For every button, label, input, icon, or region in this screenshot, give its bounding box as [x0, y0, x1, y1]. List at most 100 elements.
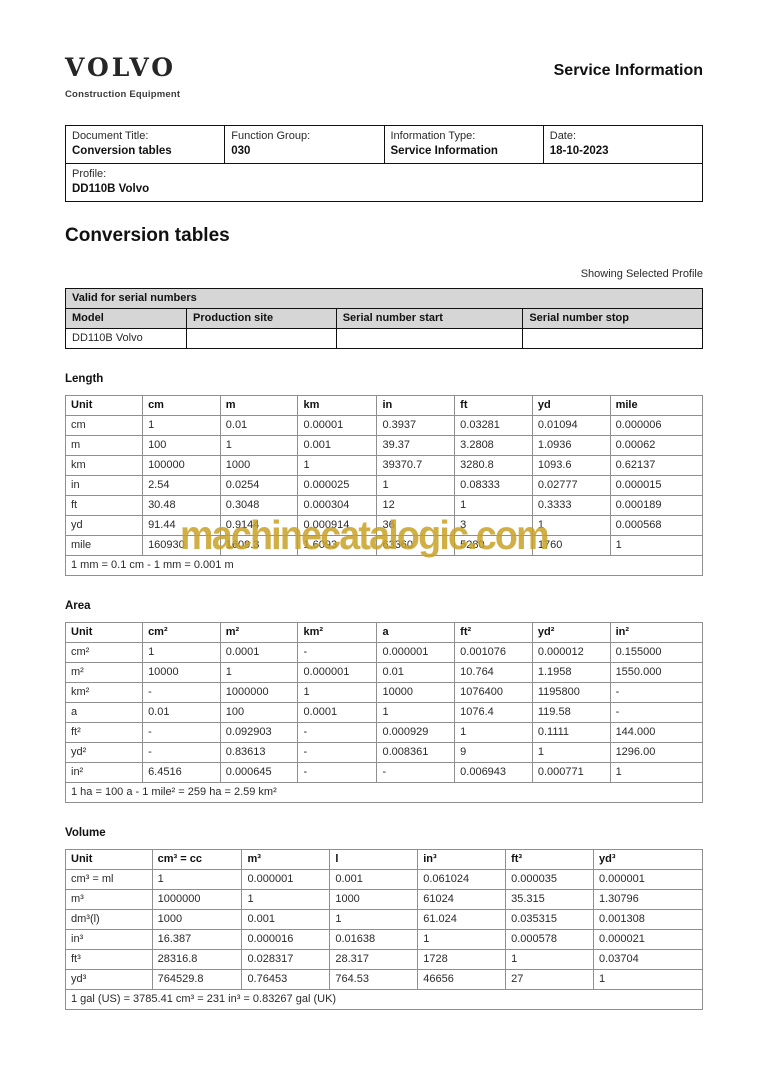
table-cell: 1 [531, 742, 611, 763]
conversion-section: Length Unit cm m km in ft yd mile cm 1 0.01 0.0000… [64, 373, 704, 576]
table-cell: 0.03281 [454, 415, 533, 436]
table-header-cell: km [297, 395, 378, 416]
table-row: DD110B Volvo [64, 328, 703, 349]
table-cell: 28316.8 [151, 949, 243, 970]
table-cell: cm [64, 415, 144, 436]
table-cell: 0.000035 [505, 869, 594, 890]
table-header-cell: l [329, 849, 419, 870]
table-cell: 0.035315 [505, 909, 594, 930]
table-header-cell: m [219, 395, 299, 416]
table-cell: 0.000021 [593, 929, 703, 950]
footnote-cell: 1 gal (US) = 3785.41 cm³ = 231 in³ = 0.8… [65, 989, 703, 1010]
table-row: km² -1000000 1 10000 1076400 1195800- [64, 682, 704, 703]
section-title: Volume [65, 827, 106, 839]
table-cell: 0.000645 [219, 762, 299, 783]
section-title: Length [65, 373, 104, 385]
field-label: Document Title: [72, 130, 149, 142]
table-cell: 46656 [417, 969, 507, 990]
table-row: yd³ 764529.8 0.76453 764.53 46656 27 1 [65, 969, 703, 990]
table-row: dm³(l) 1000 0.001 1 61.024 0.035315 0.001308 [65, 909, 703, 930]
table-cell: 1 [241, 889, 331, 910]
table-cell: 0.001 [329, 869, 419, 890]
table-cell: 0.01 [219, 415, 299, 436]
profile-note: Showing Selected Profile [580, 268, 703, 280]
table-cell: km [64, 455, 144, 476]
table-cell: 0.000001 [376, 642, 456, 663]
table-cell: 1.30796 [593, 889, 703, 910]
table-cell: m² [64, 662, 144, 683]
table-cell: 100000 [142, 455, 221, 476]
production-site-cell [186, 328, 337, 349]
table-cell: 100 [142, 435, 221, 456]
table-header-cell: cm³ = cc [151, 849, 243, 870]
table-cell: 0.092903 [219, 722, 299, 743]
table-cell: a [64, 702, 144, 723]
table-cell: in² [64, 762, 144, 783]
table-cell: - [297, 762, 378, 783]
brand-subtitle: Construction Equipment [65, 89, 181, 100]
table-cell: 0.000025 [297, 475, 378, 496]
table-header-cell: yd³ [593, 849, 703, 870]
field-value: 030 [231, 145, 251, 157]
table-cell: 1 [297, 682, 378, 703]
table-header-cell: ft [454, 395, 533, 416]
table-cell: m [64, 435, 144, 456]
table-header-cell: yd² [531, 622, 611, 643]
table-row: Valid for serial numbers [65, 288, 703, 309]
table-cell: 0.000015 [609, 475, 704, 496]
conversion-section: Area Unit cm² m² km² a ft² yd² in² cm² 1 0.0001-0… [64, 600, 704, 803]
column-header-serial-stop: Serial number stop [522, 308, 703, 329]
table-cell: ft³ [65, 949, 153, 970]
table-row: cm² 1 0.0001-0.000001 0.001076 0.000012 0.155… [64, 642, 704, 663]
table-header-cell: Unit [64, 395, 144, 416]
table-row: cm 1 0.01 0.00001 0.3937 0.03281 0.01094 0.0000… [64, 415, 704, 436]
table-cell: 10000 [376, 682, 456, 703]
table-cell: 0.00001 [297, 415, 378, 436]
brand-block: VOLVO Construction Equipment [65, 53, 181, 100]
table-row: Document Title: Conversion tables Functi… [64, 125, 704, 164]
table-cell: 0.01 [142, 702, 221, 723]
table-cell: 0.001076 [454, 642, 533, 663]
document-info-table: Document Title: Conversion tables Functi… [64, 125, 704, 202]
table-cell: 1000000 [151, 889, 243, 910]
field-value: Service Information [390, 145, 498, 157]
table-cell: 61.024 [417, 909, 507, 930]
table-cell: 1 [454, 722, 533, 743]
serial-table-caption: Valid for serial numbers [65, 288, 703, 309]
table-cell: 1076400 [454, 682, 533, 703]
table-footnote-row: 1 gal (US) = 3785.41 cm³ = 231 in³ = 0.8… [65, 989, 703, 1010]
field-value: Conversion tables [72, 145, 172, 157]
profile-cell: Profile: DD110B Volvo [65, 163, 703, 202]
table-cell: 0.000001 [593, 869, 703, 890]
table-cell: - [609, 702, 704, 723]
table-cell: 1 [376, 475, 456, 496]
table-cell: mile [64, 535, 144, 556]
table-header-cell: cm [142, 395, 221, 416]
table-cell: 10000 [142, 662, 221, 683]
table-cell: 1000 [219, 455, 299, 476]
table-cell: 1 [297, 455, 378, 476]
table-row: m 100 1 0.001 39.37 3.2808 1.0936 0.00062 [64, 435, 704, 456]
table-cell: 6.4516 [142, 762, 221, 783]
field-label: Profile: [72, 168, 107, 180]
table-cell: ft [64, 495, 144, 516]
table-cell: dm³(l) [65, 909, 153, 930]
table-row: ft³ 28316.8 0.028317 28.317 1728 1 0.03704 [65, 949, 703, 970]
table-row: in² 6.4516 0.000645- -0.006943 0.000771 1 [64, 762, 704, 783]
table-cell: 0.000771 [531, 762, 611, 783]
table-cell: 0.061024 [417, 869, 507, 890]
page-title: Conversion tables [65, 225, 230, 246]
table-header-cell: cm² [142, 622, 221, 643]
table-row: Profile: DD110B Volvo [65, 163, 703, 202]
table-cell: in [64, 475, 144, 496]
table-header-cell: km² [297, 622, 378, 643]
table-cell: 0.0254 [219, 475, 299, 496]
table-header-cell: m² [219, 622, 299, 643]
table-cell: 1 [219, 435, 299, 456]
volvo-logo: VOLVO [65, 53, 177, 82]
table-cell: 1296.00 [609, 742, 704, 763]
table-header-cell: ft² [454, 622, 533, 643]
table-cell: 764.53 [329, 969, 419, 990]
table-row: ft 30.48 0.3048 0.000304 12 1 0.3333 0.000189 [64, 495, 704, 516]
